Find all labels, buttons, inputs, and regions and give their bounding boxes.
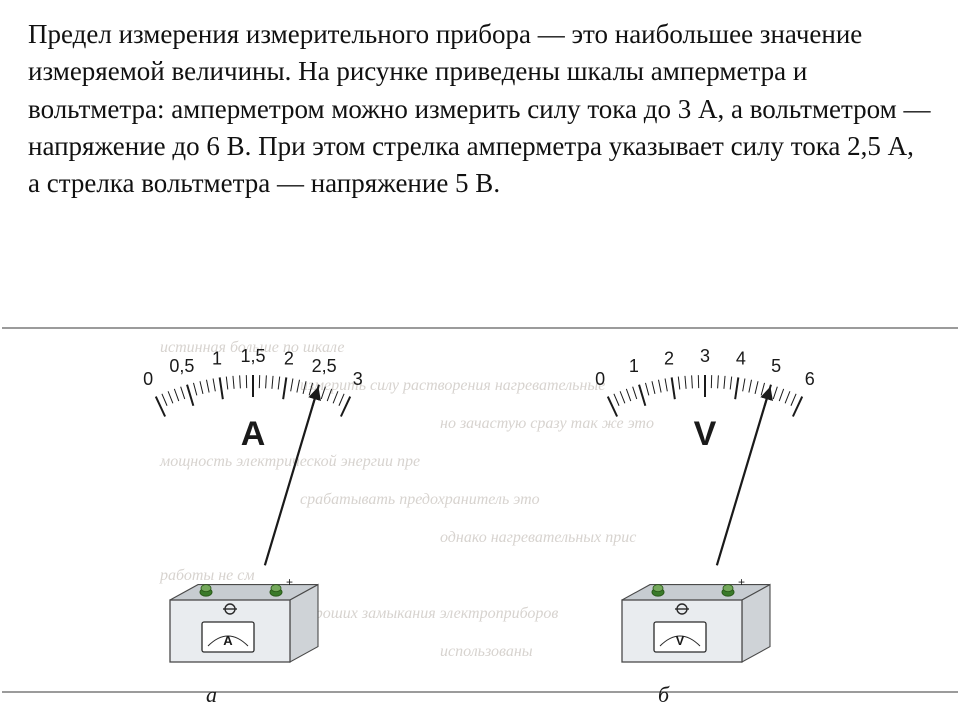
svg-text:хороших замыкания электроприбо: хороших замыкания электроприборов [299,605,558,622]
svg-text:+: + [286,575,293,589]
svg-text:V: V [694,415,717,453]
svg-text:1,5: 1,5 [240,346,265,366]
svg-text:3: 3 [353,369,363,389]
svg-text:1: 1 [212,348,222,368]
svg-text:0: 0 [143,369,153,389]
svg-text:1: 1 [629,356,639,376]
svg-text:использованы: использованы [440,643,533,660]
gauges-figure: истинная больше по шкалеизмерить силу ра… [0,300,960,720]
svg-text:+: + [738,575,745,589]
svg-text:3: 3 [700,346,710,366]
svg-text:2: 2 [284,348,294,368]
svg-text:V: V [676,633,685,648]
description-paragraph: Предел измерения измерительного прибора … [0,0,960,210]
svg-text:2: 2 [664,348,674,368]
svg-text:работы не см: работы не см [159,567,255,584]
svg-text:мощность электрической энергии: мощность электрической энергии пре [159,453,420,470]
svg-text:0: 0 [595,369,605,389]
svg-text:б: б [658,682,670,707]
svg-text:а: а [206,682,217,707]
svg-text:A: A [223,633,233,648]
svg-text:но зачастую сразу так же это: но зачастую сразу так же это [440,415,654,432]
svg-text:однако нагревательных прис: однако нагревательных прис [440,529,636,546]
svg-text:срабатывать предохранитель это: срабатывать предохранитель это [300,491,540,508]
svg-text:6: 6 [805,369,815,389]
svg-text:2,5: 2,5 [312,356,337,376]
svg-text:измерить силу растворения нагр: измерить силу растворения нагревательные [300,377,605,394]
svg-text:5: 5 [771,356,781,376]
svg-text:0,5: 0,5 [169,356,194,376]
svg-text:A: A [241,415,266,453]
svg-text:4: 4 [736,348,746,368]
